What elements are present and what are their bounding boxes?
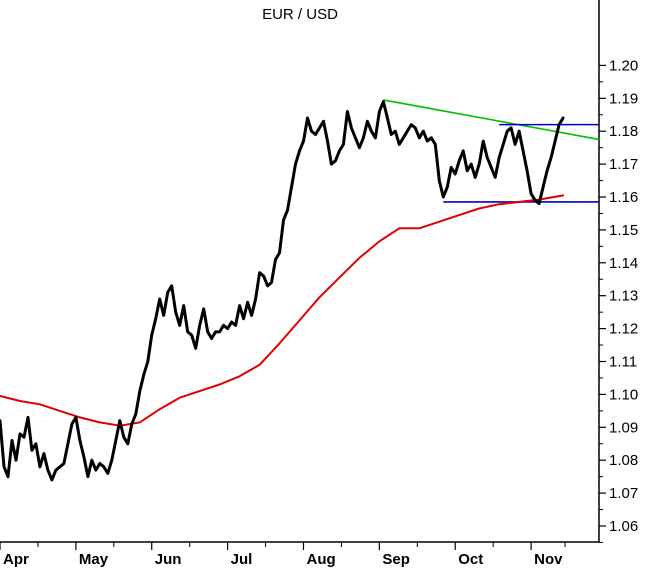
- y-tick-label: 1.12: [609, 321, 638, 338]
- x-tick-label: May: [79, 551, 109, 568]
- x-tick-label: Sep: [382, 551, 410, 568]
- trendlines: [383, 99, 600, 203]
- x-tick-label: Jun: [155, 551, 182, 568]
- y-tick-label: 1.14: [609, 255, 638, 272]
- y-tick-label: 1.11: [609, 354, 637, 371]
- y-tick-label: 1.10: [609, 386, 638, 403]
- chart-title: EUR / USD: [262, 6, 338, 23]
- y-tick-label: 1.17: [609, 156, 638, 173]
- y-tick-label: 1.15: [609, 222, 638, 239]
- x-axis-ticks: Apr May Jun Jul Aug Sep Oct Nov: [0, 542, 566, 568]
- y-tick-label: 1.16: [609, 189, 638, 206]
- y-tick-label: 1.09: [609, 419, 638, 436]
- y-tick-label: 1.20: [609, 57, 638, 74]
- x-tick-label: Aug: [306, 551, 335, 568]
- y-tick-label: 1.08: [609, 452, 638, 469]
- y-tick-label: 1.19: [609, 90, 638, 107]
- y-tick-label: 1.07: [609, 485, 638, 502]
- x-tick-label: Oct: [458, 551, 483, 568]
- x-tick-label: Apr: [3, 551, 29, 568]
- x-tick-label: Nov: [534, 551, 563, 568]
- y-tick-label: 1.13: [609, 288, 638, 305]
- y-axis-ticks: 1.06 1.07 1.08 1.09 1.10 1.11 1.12 1.13 1.14 1.15…: [599, 57, 638, 543]
- series-group: [0, 100, 565, 482]
- y-tick-label: 1.06: [609, 518, 638, 535]
- moving-average-line: [0, 194, 565, 427]
- price-line: [0, 100, 565, 482]
- trendline-0: [383, 99, 600, 141]
- y-tick-label: 1.18: [609, 123, 638, 140]
- x-tick-label: Jul: [231, 551, 253, 568]
